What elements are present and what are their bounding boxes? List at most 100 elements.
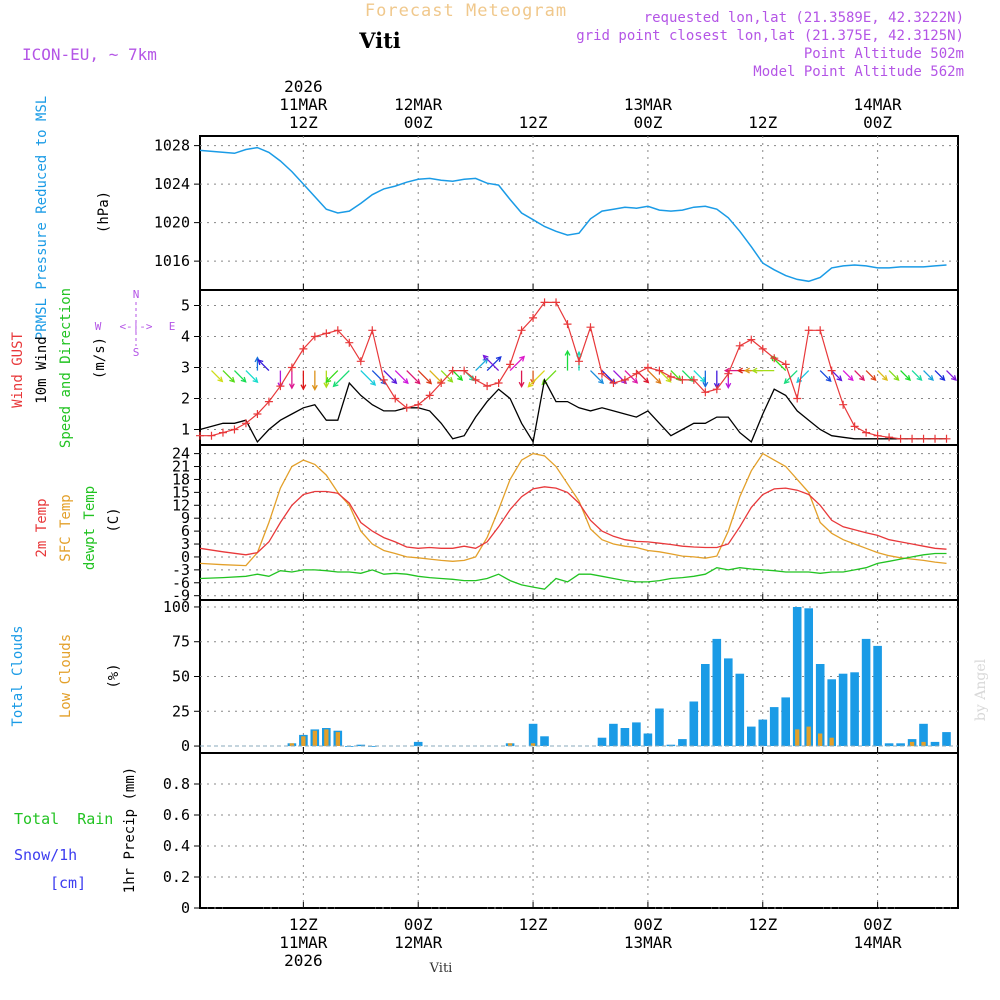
panels: 101610201024102812345-9-6-30369121518212… <box>154 135 959 917</box>
wind-arrow-15 <box>383 370 397 384</box>
top-date-label-3: 13MAR <box>624 95 673 114</box>
pressure-ytick-label-1: 1020 <box>154 214 190 232</box>
wind-arrow-24 <box>486 356 502 372</box>
gust-marker-17 <box>391 394 400 403</box>
gust-marker-44 <box>701 388 710 397</box>
top-hour-label-2: 12Z <box>519 113 548 132</box>
gust-marker-12 <box>333 326 342 335</box>
wind-unit: (m/s) <box>92 337 108 379</box>
gust-marker-53 <box>804 326 813 335</box>
wind-arrow-13 <box>360 370 376 386</box>
gust-marker-0 <box>196 431 204 440</box>
gust-marker-8 <box>287 363 296 372</box>
wind-arrowhead-57 <box>870 375 877 382</box>
wind-arrow-56 <box>854 370 865 381</box>
wind-arrowhead-58 <box>882 375 889 382</box>
gust-marker-60 <box>885 433 894 442</box>
wind-arrowhead-33 <box>598 378 605 385</box>
temperature-ytick-label-3: 0 <box>181 548 190 566</box>
total-cloud-bar-35 <box>861 638 871 746</box>
low-cloud-bar-2 <box>312 730 317 746</box>
wind-arrow-26 <box>509 356 525 372</box>
gust-marker-20 <box>425 391 434 400</box>
wind-arrow-3 <box>245 370 258 383</box>
clouds-ytick-label-0: 0 <box>181 737 190 755</box>
low-cloud-bar-40 <box>921 741 926 747</box>
total-cloud-bar-10 <box>528 723 538 747</box>
wind-arrowhead-11 <box>325 377 332 384</box>
gust-label: Wind GUST <box>10 332 26 408</box>
pressure-frame <box>199 135 959 291</box>
total-cloud-bar-25 <box>747 726 756 747</box>
gust-marker-7 <box>276 382 285 391</box>
gust-marker-41 <box>666 372 675 381</box>
bottom-date-label-0: 11MAR <box>279 933 328 952</box>
total-cloud-bar-37 <box>884 743 894 747</box>
gust-marker-16 <box>379 375 388 384</box>
gust-marker-56 <box>839 400 848 409</box>
bottom-date-label-1: 12MAR <box>394 933 443 952</box>
total-cloud-bar-33 <box>838 673 848 746</box>
wind-arrow-21 <box>452 370 463 381</box>
wind-arrowhead-5 <box>257 359 264 366</box>
wind-arrow-18 <box>417 370 432 385</box>
wind-arrow-52 <box>796 370 810 383</box>
low-cloud-bar-30 <box>806 726 811 747</box>
low-clouds-label: Low Clouds <box>58 634 74 718</box>
gust-marker-32 <box>563 320 572 329</box>
pressure-unit: (hPa) <box>96 191 112 233</box>
wind-arrowhead-37 <box>643 377 650 384</box>
wind-arrow-51 <box>784 370 798 384</box>
low-cloud-bar-39 <box>909 741 915 747</box>
total-cloud-bar-23 <box>724 658 733 746</box>
wind-arrow-42 <box>693 370 706 383</box>
wind-arrow-16 <box>394 370 409 384</box>
bottom-hour-label-2: 12Z <box>519 915 548 934</box>
dew-label: dewpt Temp <box>82 486 98 570</box>
precip-ytick-label-0: 0 <box>181 899 190 917</box>
wind-arrow-29 <box>527 370 546 388</box>
total-cloud-bar-8 <box>413 741 423 747</box>
gust-marker-15 <box>368 326 377 335</box>
temp-2m-line <box>199 486 947 556</box>
wind-arrowhead-61 <box>916 375 923 382</box>
wind-arrow-59 <box>888 370 900 381</box>
wind-arrow-23 <box>475 358 488 372</box>
gust-marker-4 <box>241 419 250 428</box>
total-cloud-bar-19 <box>678 739 687 747</box>
temperature-ytick-label-9: 18 <box>172 470 190 488</box>
temperature-ytick-label-10: 21 <box>172 458 190 476</box>
wind-arrow-35 <box>612 370 627 384</box>
top-date-label-1: 12MAR <box>394 95 443 114</box>
wind-arrowhead-39 <box>665 376 672 383</box>
total-cloud-bar-40 <box>919 723 928 747</box>
precip-ytick-label-2: 0.4 <box>163 837 190 855</box>
wind-arrow-62 <box>923 370 934 381</box>
gust-marker-22 <box>448 366 457 375</box>
temperature-ytick-label-8: 15 <box>172 483 190 501</box>
wind-arrowhead-55 <box>847 375 854 382</box>
wind-ytick-label-1: 2 <box>181 390 190 408</box>
wind-arrow-25 <box>483 355 500 372</box>
gust-marker-5 <box>253 410 262 418</box>
gust-marker-61 <box>896 434 905 443</box>
low-cloud-bar-32 <box>829 737 834 746</box>
wind-arrow-19 <box>429 370 443 384</box>
gust-marker-1 <box>207 431 216 440</box>
gust-marker-29 <box>529 313 538 322</box>
total-cloud-bar-18 <box>666 744 676 747</box>
wind-arrowhead-54 <box>836 375 843 382</box>
low-cloud-bar-1 <box>301 736 306 746</box>
gust-marker-52 <box>793 394 802 403</box>
wind-arrowhead-0 <box>217 376 224 383</box>
wind-arrow-38 <box>647 370 661 384</box>
total-cloud-bar-15 <box>632 722 641 746</box>
wind-arrow-61 <box>911 370 922 381</box>
temp-ylabels: 2m Temp SFC Temp dewpt Temp (C) <box>34 486 122 570</box>
wind-arrow-34 <box>601 370 616 385</box>
compass-n: N <box>133 288 140 301</box>
pressure-ytick-label-3: 1028 <box>154 137 190 155</box>
wind-arrow-60 <box>900 370 911 381</box>
wind-arrow-0 <box>211 370 223 382</box>
